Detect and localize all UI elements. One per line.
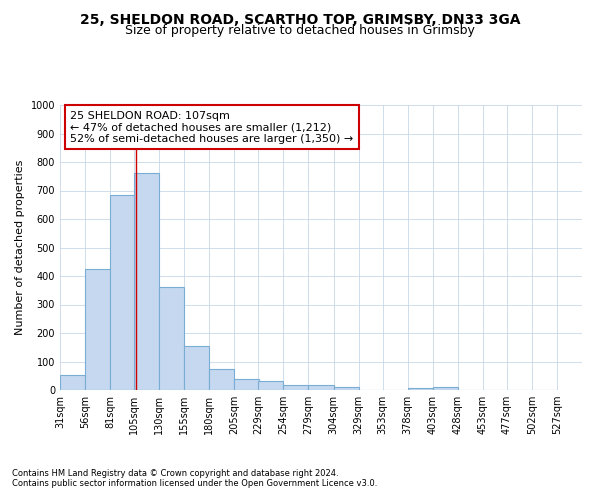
Bar xyxy=(433,387,458,390)
Text: 25, SHELDON ROAD, SCARTHO TOP, GRIMSBY, DN33 3GA: 25, SHELDON ROAD, SCARTHO TOP, GRIMSBY, … xyxy=(80,12,520,26)
Bar xyxy=(259,382,283,390)
Bar xyxy=(407,388,433,390)
Text: Size of property relative to detached houses in Grimsby: Size of property relative to detached ho… xyxy=(125,24,475,37)
Text: Contains HM Land Registry data © Crown copyright and database right 2024.: Contains HM Land Registry data © Crown c… xyxy=(12,468,338,477)
Bar xyxy=(184,346,209,390)
Bar xyxy=(134,174,159,390)
Text: 25 SHELDON ROAD: 107sqm
← 47% of detached houses are smaller (1,212)
52% of semi: 25 SHELDON ROAD: 107sqm ← 47% of detache… xyxy=(70,110,353,144)
Bar xyxy=(334,387,359,390)
Y-axis label: Number of detached properties: Number of detached properties xyxy=(15,160,25,335)
Bar xyxy=(235,378,259,390)
Bar xyxy=(209,368,235,390)
Bar xyxy=(308,385,334,390)
Bar xyxy=(159,287,184,390)
Bar xyxy=(85,269,110,390)
Bar xyxy=(60,375,85,390)
Text: Contains public sector information licensed under the Open Government Licence v3: Contains public sector information licen… xyxy=(12,478,377,488)
Bar xyxy=(110,195,135,390)
Bar xyxy=(283,385,308,390)
